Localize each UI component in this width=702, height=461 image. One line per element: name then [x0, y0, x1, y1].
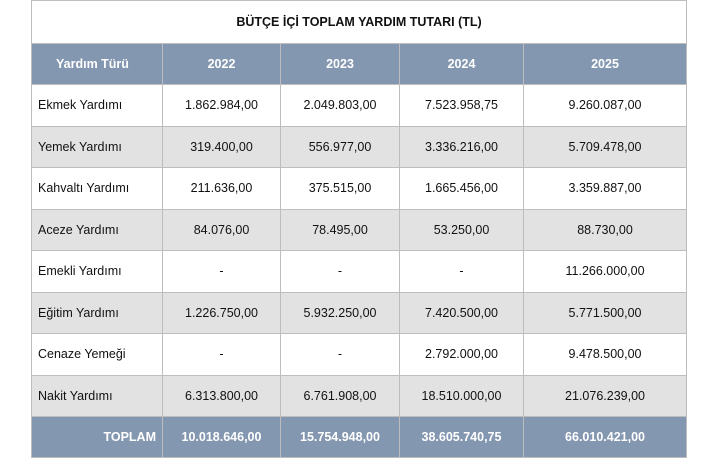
budget-table-container: BÜTÇE İÇİ TOPLAM YARDIM TUTARI (TL) Yard…: [30, 0, 688, 461]
row-label: Nakit Yardımı: [31, 374, 163, 417]
row-value: 53.250,00: [399, 208, 524, 251]
row-label: Eğitim Yardımı: [31, 291, 163, 334]
header-2025: 2025: [522, 43, 688, 85]
row-value: -: [399, 250, 524, 293]
row-value: 2.792.000,00: [399, 333, 524, 376]
row-label: Ekmek Yardımı: [31, 84, 163, 127]
table-body: Ekmek Yardımı 1.862.984,00 2.049.803,00 7.5…: [31, 84, 688, 417]
table-row: Nakit Yardımı 6.313.800,00 6.761.908,00 18.…: [31, 374, 688, 417]
row-label: Cenaze Yemeği: [31, 333, 163, 376]
row-value: -: [162, 250, 281, 293]
row-value: 3.336.216,00: [399, 125, 524, 168]
table-title: BÜTÇE İÇİ TOPLAM YARDIM TUTARI (TL): [30, 0, 688, 44]
row-label: Aceze Yardımı: [31, 208, 163, 251]
total-2025: 66.010.421,00: [522, 416, 688, 458]
table-title-row: BÜTÇE İÇİ TOPLAM YARDIM TUTARI (TL): [30, 0, 688, 44]
row-value: 3.359.887,00: [522, 167, 688, 210]
row-value: 5.709.478,00: [522, 125, 688, 168]
budget-aid-table: BÜTÇE İÇİ TOPLAM YARDIM TUTARI (TL) Yard…: [30, 0, 688, 458]
row-value: 7.420.500,00: [399, 291, 524, 334]
table-row: Kahvaltı Yardımı 211.636,00 375.515,00 1.66…: [31, 167, 688, 210]
row-value: 78.495,00: [280, 208, 400, 251]
table-row: Ekmek Yardımı 1.862.984,00 2.049.803,00 7.5…: [31, 84, 688, 127]
row-value: 1.665.456,00: [399, 167, 524, 210]
table-row: Yemek Yardımı 319.400,00 556.977,00 3.336.2…: [31, 125, 688, 168]
row-value: 211.636,00: [162, 167, 281, 210]
header-aid-type: Yardım Türü: [31, 43, 163, 85]
row-label: Yemek Yardımı: [31, 125, 163, 168]
row-value: 375.515,00: [280, 167, 400, 210]
row-value: 9.478.500,00: [522, 333, 688, 376]
row-value: 18.510.000,00: [399, 374, 524, 417]
row-value: 84.076,00: [162, 208, 281, 251]
table-row: Cenaze Yemeği - -2.792.000,00 9.478.500,00: [31, 333, 688, 376]
row-label: Emekli Yardımı: [31, 250, 163, 293]
total-2022: 10.018.646,00: [162, 416, 281, 458]
header-2023: 2023: [280, 43, 400, 85]
row-value: -: [280, 250, 400, 293]
total-label: TOPLAM: [31, 416, 163, 458]
row-value: 1.862.984,00: [162, 84, 281, 127]
row-value: 9.260.087,00: [522, 84, 688, 127]
row-value: -: [280, 333, 400, 376]
table-header-row: Yardım Türü 2022 2023 2024 2025: [31, 43, 688, 85]
table-row: Emekli Yardımı - - -11.266.000,00: [31, 250, 688, 293]
row-value: 6.313.800,00: [162, 374, 281, 417]
total-row: TOPLAM 10.018.646,00 15.754.948,00 38.60…: [31, 416, 688, 458]
row-value: 556.977,00: [280, 125, 400, 168]
row-value: -: [162, 333, 281, 376]
total-2024: 38.605.740,75: [399, 416, 524, 458]
row-value: 21.076.239,00: [522, 374, 688, 417]
row-value: 1.226.750,00: [162, 291, 281, 334]
row-value: 6.761.908,00: [280, 374, 400, 417]
table-row: Aceze Yardımı 84.076,00 78.495,00 53.250,00…: [31, 208, 688, 251]
header-2024: 2024: [399, 43, 524, 85]
row-value: 88.730,00: [522, 208, 688, 251]
row-value: 5.771.500,00: [522, 291, 688, 334]
row-value: 2.049.803,00: [280, 84, 400, 127]
row-value: 11.266.000,00: [522, 250, 688, 293]
row-label: Kahvaltı Yardımı: [31, 167, 163, 210]
header-2022: 2022: [162, 43, 281, 85]
row-value: 319.400,00: [162, 125, 281, 168]
row-value: 5.932.250,00: [280, 291, 400, 334]
table-row: Eğitim Yardımı 1.226.750,00 5.932.250,00 7.…: [31, 291, 688, 334]
row-value: 7.523.958,75: [399, 84, 524, 127]
total-2023: 15.754.948,00: [280, 416, 400, 458]
